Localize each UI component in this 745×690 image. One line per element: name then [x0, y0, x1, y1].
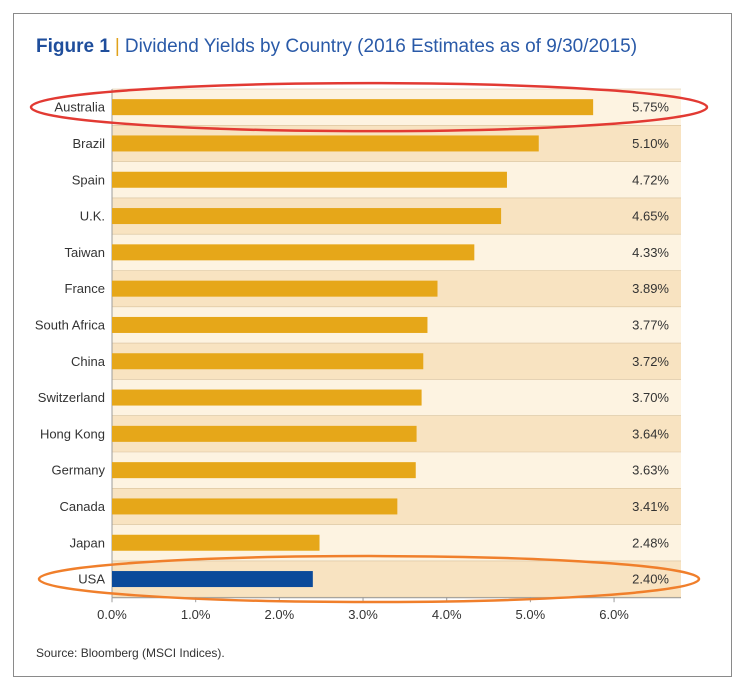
- value-label: 4.33%: [632, 245, 669, 260]
- value-label: 3.89%: [632, 281, 669, 296]
- x-tick-label: 3.0%: [348, 607, 378, 622]
- category-label: Spain: [72, 172, 105, 187]
- value-label: 4.65%: [632, 209, 669, 224]
- title-text: Dividend Yields by Country (2016 Estimat…: [124, 36, 638, 57]
- bar-switzerland: [112, 389, 422, 406]
- chart-title: Figure 1 | Dividend Yields by Country (201…: [36, 36, 637, 58]
- value-label: 2.48%: [632, 535, 669, 550]
- bar-china: [112, 353, 424, 370]
- category-label: Japan: [70, 535, 105, 550]
- category-label: USA: [78, 572, 105, 587]
- bar-u-k: [112, 208, 502, 225]
- category-label: Germany: [52, 463, 106, 478]
- bar-brazil: [112, 135, 539, 152]
- category-label: France: [65, 281, 105, 296]
- bar-hong-kong: [112, 425, 417, 442]
- source-note: Source: Bloomberg (MSCI Indices).: [36, 646, 225, 660]
- value-label: 5.10%: [632, 136, 669, 151]
- highlight-circle-bottom: [37, 554, 701, 604]
- bar-spain: [112, 171, 507, 188]
- title-separator: |: [114, 36, 120, 57]
- category-label: China: [71, 354, 106, 369]
- bar-japan: [112, 534, 320, 551]
- category-label: Brazil: [72, 136, 105, 151]
- figure-label: Figure 1: [36, 36, 110, 57]
- bar-france: [112, 280, 438, 297]
- x-tick-label: 5.0%: [516, 607, 546, 622]
- value-label: 2.40%: [632, 572, 669, 587]
- x-tick-label: 4.0%: [432, 607, 462, 622]
- highlight-circle-top: [29, 81, 709, 133]
- category-label: Hong Kong: [40, 426, 105, 441]
- value-label: 3.64%: [632, 426, 669, 441]
- category-label: Australia: [54, 100, 105, 115]
- bar-canada: [112, 498, 398, 515]
- value-label: 3.70%: [632, 390, 669, 405]
- value-label: 3.77%: [632, 317, 669, 332]
- category-label: Canada: [59, 499, 105, 514]
- value-label: 5.75%: [632, 100, 669, 115]
- value-label: 3.63%: [632, 463, 669, 478]
- bar-australia: [112, 99, 594, 116]
- bar-germany: [112, 462, 416, 479]
- category-label: South Africa: [35, 317, 106, 332]
- x-tick-label: 6.0%: [599, 607, 629, 622]
- bar-usa: [112, 571, 313, 588]
- x-tick-label: 1.0%: [181, 607, 211, 622]
- x-tick-label: 2.0%: [265, 607, 295, 622]
- value-label: 3.72%: [632, 354, 669, 369]
- value-label: 4.72%: [632, 172, 669, 187]
- value-label: 3.41%: [632, 499, 669, 514]
- x-tick-label: 0.0%: [97, 607, 127, 622]
- bar-south-africa: [112, 316, 428, 333]
- category-label: U.K.: [80, 209, 105, 224]
- category-label: Taiwan: [65, 245, 105, 260]
- bar-taiwan: [112, 244, 475, 261]
- category-label: Switzerland: [38, 390, 105, 405]
